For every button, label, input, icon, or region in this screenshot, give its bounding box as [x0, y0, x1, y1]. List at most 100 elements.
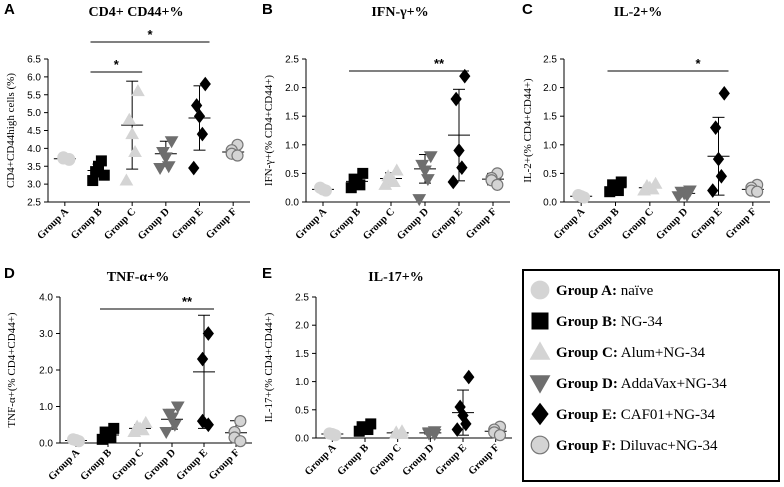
x-tick-label: Group B: [328, 206, 363, 241]
legend-group-desc: NG-34: [617, 314, 663, 330]
data-point: [451, 422, 463, 437]
x-tick-label: Group C: [110, 447, 146, 483]
x-tick-label: Group D: [654, 206, 690, 242]
y-tick-label: 4.5: [27, 126, 41, 137]
data-point: [323, 427, 336, 440]
series-group-c: [637, 176, 663, 196]
series-group-a: [321, 427, 344, 442]
data-point: [572, 189, 585, 202]
legend-group-desc: Diluvac+NG-34: [616, 438, 718, 454]
series-group-d: [159, 401, 185, 440]
data-point: [709, 120, 722, 135]
data-point: [67, 433, 80, 446]
significance-label: **: [182, 294, 193, 309]
data-point: [202, 326, 214, 341]
y-tick-label: 2.5: [295, 293, 309, 304]
significance-label: *: [147, 27, 153, 42]
y-tick-label: 2.0: [295, 321, 309, 332]
series-group-b: [353, 418, 377, 437]
data-point: [387, 174, 401, 187]
y-axis-label: IL-2+(% CD4+CD44+): [522, 78, 534, 183]
data-point: [119, 173, 134, 186]
y-tick-label: 0.0: [39, 439, 53, 450]
x-tick-label: Group F: [724, 206, 759, 241]
data-point: [493, 429, 507, 442]
y-tick-label: 0.5: [285, 169, 299, 180]
y-tick-label: 1.0: [295, 377, 309, 388]
data-point: [604, 186, 616, 198]
y-tick-label: 2.5: [27, 198, 41, 209]
x-tick-label: Group D: [136, 206, 172, 242]
x-tick-label: Group C: [361, 206, 397, 242]
series-group-b: [87, 155, 110, 187]
series-group-e: [193, 314, 215, 433]
significance-label: **: [434, 56, 445, 71]
data-point: [712, 151, 725, 167]
significance-label: *: [114, 57, 120, 72]
legend-group-label: Group E:: [556, 407, 617, 423]
data-point: [153, 163, 167, 176]
x-tick-label: Group D: [401, 442, 437, 478]
x-tick-label: Group F: [464, 206, 499, 241]
data-point: [671, 191, 686, 204]
series-group-e: [451, 369, 475, 437]
data-point: [231, 149, 244, 162]
y-tick-label: 0.0: [295, 434, 309, 445]
data-point: [170, 401, 185, 414]
data-point: [164, 136, 179, 149]
data-point: [707, 183, 719, 198]
data-point: [637, 183, 651, 196]
x-tick-label: Group C: [368, 442, 404, 478]
data-point: [447, 174, 459, 190]
series-group-d: [419, 426, 442, 442]
series-group-d: [153, 136, 179, 176]
series-group-c: [127, 415, 153, 438]
data-point: [96, 433, 108, 445]
legend-marker: [530, 280, 550, 300]
legend-item: Group A: naïve: [556, 283, 654, 299]
data-point: [460, 416, 472, 432]
data-point: [423, 151, 438, 164]
legend-marker: [531, 402, 549, 426]
y-tick-label: 6.5: [27, 55, 41, 66]
y-tick-label: 2.0: [39, 366, 53, 377]
x-tick-label: Group E: [434, 442, 469, 477]
data-point: [188, 160, 200, 176]
legend-marker: [531, 312, 549, 330]
y-tick-label: 3.0: [39, 329, 53, 340]
series-group-d: [412, 151, 438, 207]
legend-marker: [530, 435, 550, 455]
data-point: [491, 178, 504, 191]
data-point: [395, 427, 409, 440]
legend-group-label: Group D:: [556, 376, 618, 392]
data-point: [463, 369, 475, 385]
data-point: [418, 165, 432, 178]
y-tick-label: 6.0: [27, 72, 41, 83]
x-tick-label: Group B: [586, 206, 621, 241]
data-point: [357, 167, 369, 179]
data-point: [345, 182, 357, 194]
panel-letter: A: [4, 1, 15, 18]
panel-letter: D: [4, 265, 15, 282]
series-group-b: [345, 167, 369, 194]
y-tick-label: 1.0: [285, 140, 299, 151]
y-tick-label: 2.5: [285, 55, 299, 66]
data-point: [131, 84, 145, 97]
data-point: [159, 427, 174, 440]
data-point: [450, 91, 462, 107]
x-tick-label: Group A: [47, 447, 83, 483]
legend-group-label: Group C:: [556, 345, 618, 361]
x-tick-label: Group E: [175, 447, 210, 482]
panel-e: E IL-17+% 0.0 0.5 1.0 1.5 2.0 2.5 IL-17+(% CD4+C…: [262, 265, 512, 478]
x-tick-label: Group B: [336, 442, 371, 477]
legend-marker: [529, 341, 551, 360]
data-point: [389, 163, 404, 176]
y-tick-label: 2.5: [543, 55, 557, 66]
panel-title: IL-17+%: [368, 270, 423, 285]
panel-letter: C: [522, 1, 533, 18]
series-group-e: [447, 68, 471, 190]
x-tick-label: Group C: [102, 206, 138, 242]
data-point: [453, 143, 465, 158]
panel-letter: E: [262, 265, 272, 282]
data-point: [87, 175, 99, 187]
